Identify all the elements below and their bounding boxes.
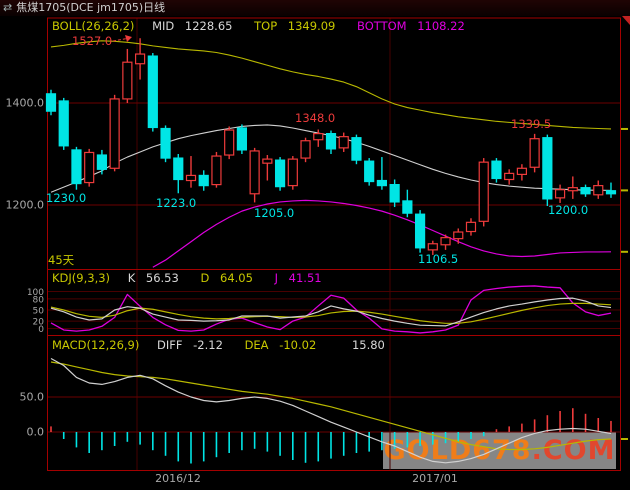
- price-annotation: 1205.0: [254, 206, 294, 220]
- kdj-layer: [50, 285, 612, 334]
- axis-tick-label: 0.0: [27, 426, 45, 439]
- annotations-layer: 1527.0 1230.0 1223.0 1205.0 1348.0 1106.5 1339…: [46, 34, 588, 267]
- link-arrows-icon[interactable]: ⇄: [3, 1, 13, 14]
- axis-tick-label: 100: [27, 288, 44, 298]
- axis-tick-label: 1400.0: [6, 97, 45, 110]
- price-annotation: 1339.5: [511, 117, 551, 131]
- axis-tick-label: 80: [33, 295, 45, 305]
- axis-tick-label: 20: [33, 318, 45, 328]
- axis-tick-label: 50.0: [20, 391, 45, 404]
- price-annotation: 1230.0: [46, 191, 86, 205]
- right-ticks-layer: [621, 127, 628, 441]
- price-annotation: 1200.0: [548, 203, 588, 217]
- title-bar: ⇄ 焦煤1705(DCE jm1705)日线: [0, 0, 630, 16]
- x-axis-label: 2017/01: [412, 472, 458, 485]
- axis-tick-label: 0: [38, 325, 44, 335]
- axis-tick-label: 1200.0: [6, 199, 45, 212]
- watermark: GOLD678 .COM: [383, 432, 616, 469]
- macd-layer: [50, 357, 612, 464]
- chart-title: 焦煤1705(DCE jm1705)日线: [16, 1, 166, 14]
- price-annotation: 1106.5: [418, 252, 458, 266]
- corner-marker-icon: [622, 16, 630, 25]
- axis-tick-label: 50: [33, 307, 45, 317]
- grid-layer: [47, 16, 630, 471]
- price-annotation: 45天: [48, 253, 75, 267]
- candles-layer: [45, 38, 617, 255]
- price-annotation: 1348.0: [295, 111, 335, 125]
- x-axis-label: 2016/12: [155, 472, 201, 485]
- price-annotation: 1527.0: [72, 34, 112, 48]
- price-annotation: 1223.0: [156, 196, 196, 210]
